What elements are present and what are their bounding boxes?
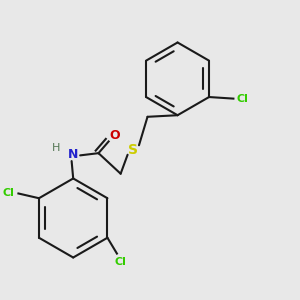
Text: N: N	[68, 148, 78, 161]
Text: Cl: Cl	[114, 257, 126, 267]
Text: Cl: Cl	[3, 188, 15, 199]
Text: H: H	[52, 143, 61, 153]
Text: Cl: Cl	[237, 94, 248, 103]
Text: O: O	[109, 129, 120, 142]
Text: S: S	[128, 143, 138, 157]
